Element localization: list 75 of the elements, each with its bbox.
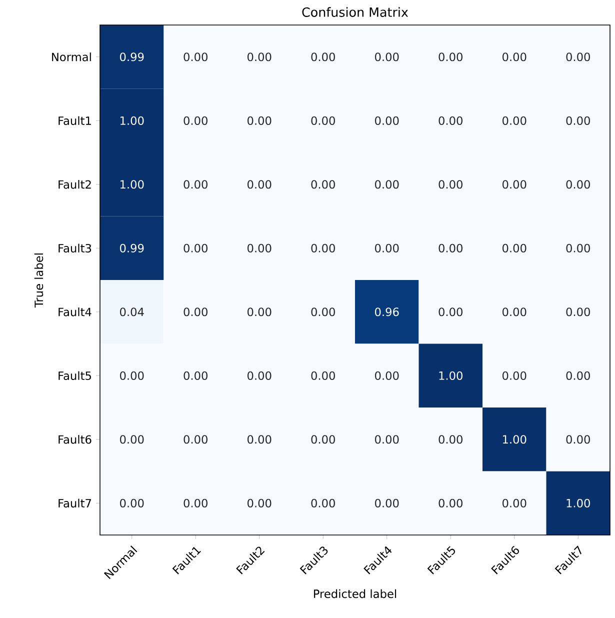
- data-label: 0.00: [184, 371, 208, 380]
- data-label: 1.00: [120, 180, 144, 189]
- data-label: 0.00: [311, 180, 335, 189]
- data-label: 0.00: [311, 308, 335, 316]
- data-label: 0.00: [502, 52, 526, 62]
- data-label: 0.00: [248, 435, 272, 444]
- data-label: 1.00: [120, 116, 144, 125]
- data-label: 0.00: [502, 180, 526, 189]
- data-label: 0.00: [311, 435, 335, 444]
- data-label: 0.00: [248, 116, 272, 125]
- data-label: 0.00: [248, 180, 272, 189]
- data-label: 0.00: [248, 498, 272, 508]
- y-tick-label: Fault3: [58, 244, 92, 253]
- data-label: 0.00: [248, 52, 272, 62]
- x-axis-title: Predicted label: [314, 589, 396, 598]
- data-label: 0.00: [375, 244, 399, 252]
- data-label: 0.00: [438, 308, 462, 316]
- data-label: 0.00: [311, 498, 335, 508]
- data-label: 0.00: [184, 435, 208, 444]
- data-label: 0.00: [566, 116, 590, 125]
- y-tick-label: Fault6: [58, 434, 92, 444]
- data-label: 0.00: [311, 116, 335, 125]
- data-label: 0.00: [120, 498, 144, 508]
- data-label: 0.00: [375, 371, 399, 380]
- data-label: 0.00: [502, 498, 526, 508]
- chart-title: Confusion Matrix: [302, 7, 408, 17]
- data-label: 0.99: [120, 52, 144, 62]
- data-label: 0.00: [184, 180, 208, 189]
- data-label: 0.00: [120, 435, 144, 444]
- data-label: 0.00: [375, 180, 399, 189]
- y-tick-label: Normal: [52, 52, 91, 62]
- y-tick-label: Fault5: [58, 371, 91, 380]
- data-label: 0.00: [184, 52, 208, 62]
- data-label: 0.00: [120, 371, 144, 380]
- data-label: 0.00: [438, 116, 462, 125]
- y-axis-title: True label: [34, 254, 44, 308]
- data-label: 1.00: [503, 435, 526, 444]
- data-label: 0.00: [184, 308, 208, 316]
- data-label: 0.00: [248, 371, 272, 380]
- data-label: 0.00: [375, 52, 399, 62]
- data-label: 0.00: [438, 244, 462, 252]
- data-label: 0.00: [438, 498, 462, 508]
- data-label: 0.00: [566, 180, 590, 189]
- data-label: 0.00: [438, 180, 462, 189]
- data-label: 0.00: [438, 52, 462, 62]
- data-label: 0.00: [184, 498, 208, 508]
- data-label: 0.99: [120, 244, 144, 252]
- data-label: 0.00: [566, 52, 590, 62]
- data-label: 0.00: [502, 308, 526, 316]
- data-label: 1.00: [439, 371, 462, 380]
- data-label: 0.00: [311, 371, 335, 380]
- data-label: 0.00: [311, 52, 335, 62]
- data-label: 0.00: [438, 435, 462, 444]
- data-label: 1.00: [566, 498, 590, 508]
- data-label: 0.00: [184, 244, 208, 252]
- data-label: 0.00: [375, 435, 399, 444]
- y-tick-label: Fault4: [58, 307, 92, 316]
- data-label: 0.00: [566, 244, 590, 252]
- data-label: 0.00: [184, 116, 208, 125]
- data-label: 0.00: [502, 371, 526, 380]
- data-label: 0.00: [311, 244, 335, 252]
- y-tick-label: Fault2: [58, 180, 91, 189]
- data-label: 0.00: [375, 498, 399, 508]
- data-label: 0.96: [375, 308, 399, 316]
- data-label: 0.00: [566, 371, 590, 380]
- data-label: 0.00: [248, 308, 272, 316]
- data-label: 0.00: [375, 116, 399, 125]
- y-tick-label: Fault7: [58, 498, 92, 508]
- data-label: 0.00: [502, 244, 526, 252]
- data-label: 0.04: [120, 308, 144, 316]
- data-label: 0.00: [566, 435, 590, 444]
- data-label: 0.00: [502, 116, 526, 125]
- y-tick-label: Fault1: [58, 116, 91, 126]
- data-label: 0.00: [248, 244, 272, 252]
- data-label: 0.00: [566, 308, 590, 316]
